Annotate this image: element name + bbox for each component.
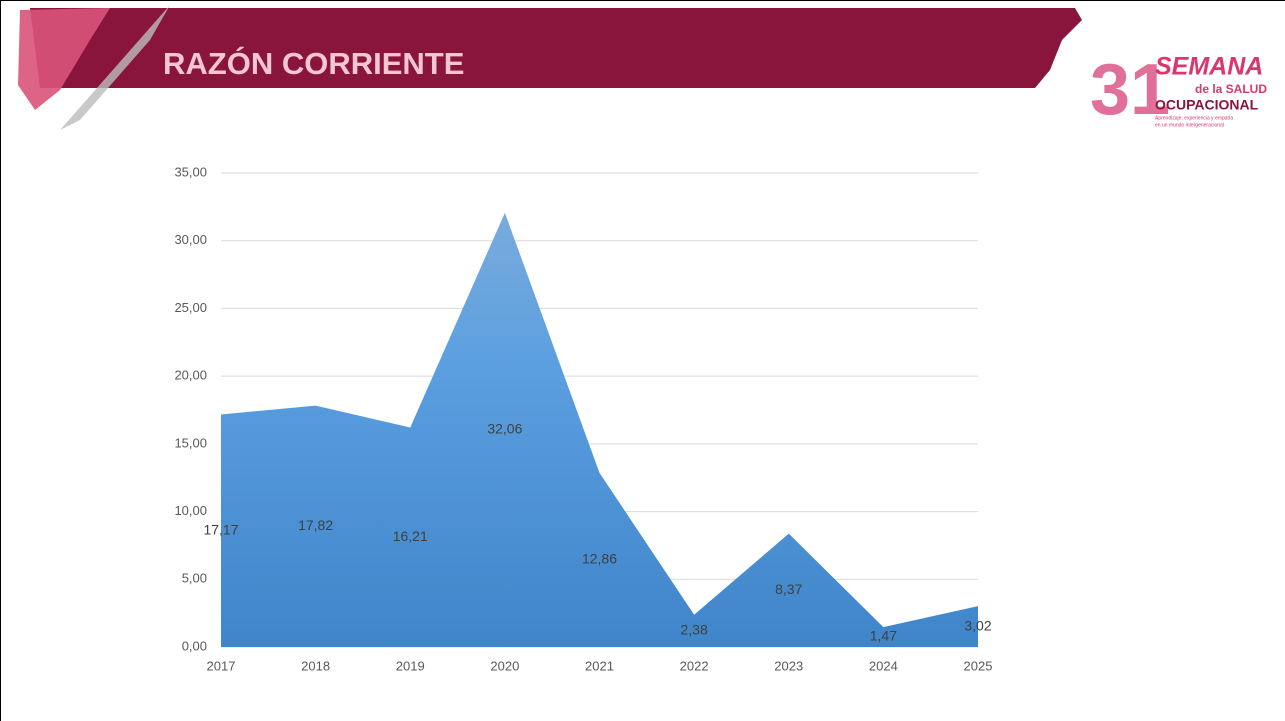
data-label: 17,82 <box>298 517 333 533</box>
x-tick-label: 2021 <box>585 658 614 673</box>
brush-decoration <box>60 5 170 130</box>
y-tick-label: 15,00 <box>174 435 207 450</box>
y-tick-label: 35,00 <box>174 164 207 179</box>
y-tick-label: 10,00 <box>174 503 207 518</box>
x-tick-label: 2019 <box>396 658 425 673</box>
brush-decoration <box>18 8 110 110</box>
logo-number: 31 <box>1090 50 1170 130</box>
data-label: 12,86 <box>582 551 617 567</box>
y-tick-label: 5,00 <box>182 571 207 586</box>
area <box>221 212 978 648</box>
x-tick-label: 2018 <box>301 658 330 673</box>
data-label: 32,06 <box>487 421 522 437</box>
y-tick-label: 20,00 <box>174 368 207 383</box>
header-band <box>30 8 1082 88</box>
x-tick-label: 2025 <box>964 658 993 673</box>
data-label: 16,21 <box>393 528 428 544</box>
data-label: 2,38 <box>681 622 708 638</box>
x-tick-label: 2017 <box>207 658 236 673</box>
logo-text: de la SALUD <box>1195 82 1267 96</box>
data-label: 3,02 <box>964 617 991 633</box>
logo-text: en un mundo intergeneracional <box>1155 122 1224 128</box>
y-tick-label: 30,00 <box>174 232 207 247</box>
logo-text: SEMANA <box>1155 53 1263 81</box>
logo-text: OCUPACIONAL <box>1155 97 1259 113</box>
y-tick-label: 25,00 <box>174 300 207 315</box>
logo-text: Aprendizaje, experiencia y empatía <box>1155 115 1233 121</box>
x-tick-label: 2020 <box>490 658 519 673</box>
chart: 0,00 5,00 10,00 15,00 20,00 25,00 30,00 35,00 17… <box>174 164 992 673</box>
data-label: 17,17 <box>203 521 238 537</box>
x-tick-label: 2023 <box>774 658 803 673</box>
x-tick-label: 2024 <box>869 658 898 673</box>
y-tick-label: 0,00 <box>182 638 207 653</box>
data-label: 1,47 <box>870 628 897 644</box>
data-label: 8,37 <box>775 581 802 597</box>
slide-title: RAZÓN CORRIENTE <box>163 45 464 81</box>
x-tick-label: 2022 <box>680 658 709 673</box>
